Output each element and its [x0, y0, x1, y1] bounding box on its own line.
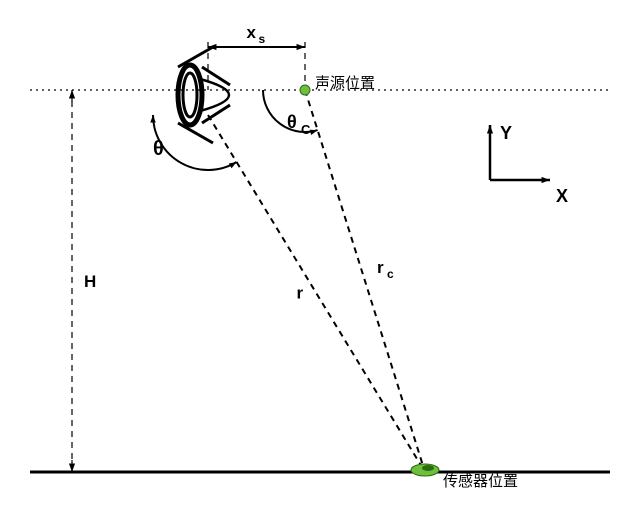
- label-sensor: 传感器位置: [443, 473, 518, 490]
- label-theta-c-sub: C: [301, 122, 311, 137]
- label-theta-c: θ: [287, 112, 297, 132]
- label-Y: Y: [500, 123, 512, 143]
- label-rc-sub: c: [387, 267, 394, 281]
- label-xs-sub: s: [259, 32, 266, 46]
- label-xs: x: [247, 23, 257, 42]
- label-H: H: [84, 272, 96, 291]
- label-X: X: [556, 186, 568, 206]
- label-r: r: [297, 284, 304, 303]
- label-source: 声源位置: [315, 74, 375, 92]
- label-rc: r: [377, 258, 384, 277]
- label-theta: θ: [153, 138, 164, 160]
